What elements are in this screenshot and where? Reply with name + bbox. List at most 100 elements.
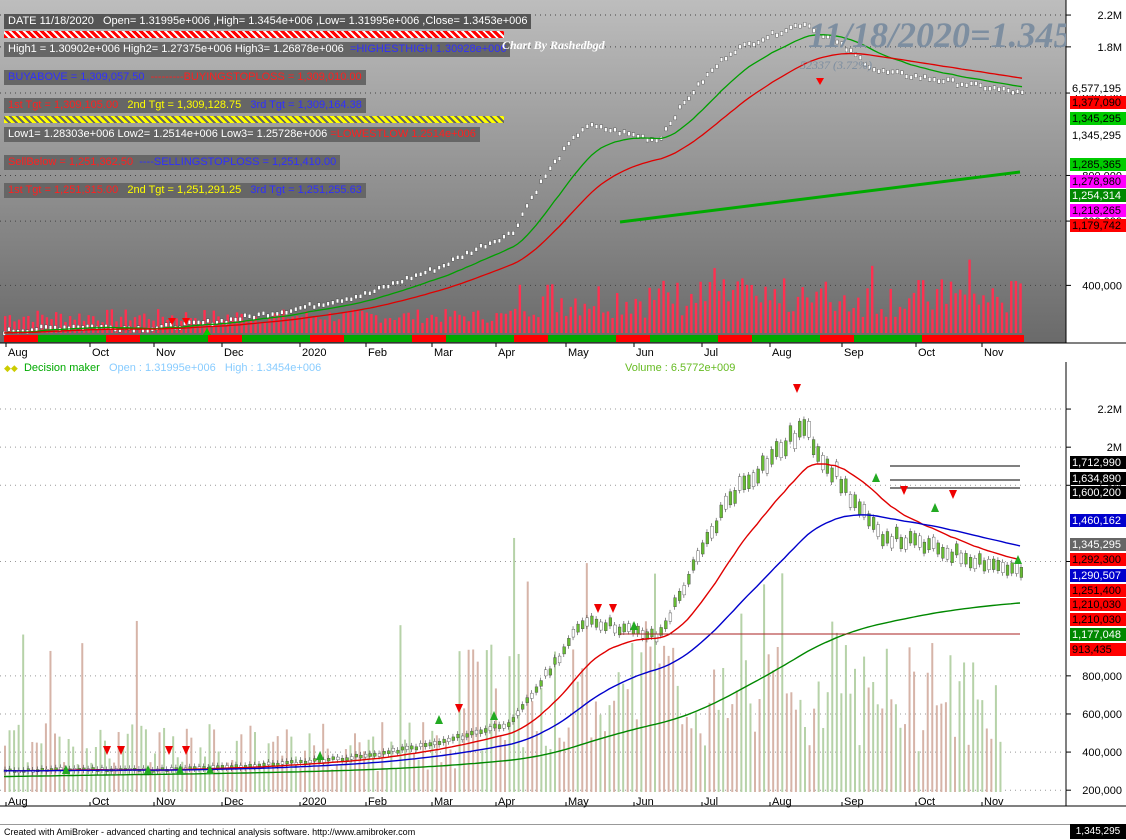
top-price-bar	[673, 115, 677, 121]
bottom-buy-arrow	[490, 711, 498, 720]
top-signal-band	[582, 335, 616, 342]
top-volume-bar	[629, 313, 633, 333]
bottom-volume-bar	[549, 748, 552, 792]
bottom-volume-bar	[349, 745, 352, 792]
bottom-price-badge	[1070, 486, 1126, 499]
bottom-candle	[308, 760, 312, 764]
bottom-volume-bar	[890, 699, 893, 792]
buy-above-box: BUYABOVE = 1,309,057.50 ---------BUYINGS…	[4, 70, 366, 85]
highest-high-text: =HIGHESTHIGH 1.30928e+006	[349, 43, 507, 55]
bottom-candle	[544, 669, 548, 677]
bottom-volume-bar	[485, 650, 488, 792]
top-volume-bar	[272, 313, 276, 333]
top-price-bar	[419, 272, 423, 277]
top-price-pane[interactable]: 2.2M1.8M1,345,295800,000600,000400,0006,…	[0, 0, 1126, 360]
top-volume-bar	[416, 309, 420, 333]
bottom-price-badge-label: 1,177,048	[1072, 629, 1121, 641]
bottom-volume-bar	[704, 745, 706, 792]
bottom-candle	[969, 557, 973, 569]
bottom-candle	[996, 560, 1000, 571]
top-price-bar	[1016, 89, 1020, 94]
top-x-tick-label: Nov	[156, 347, 176, 359]
bottom-candle	[359, 754, 363, 759]
top-price-bar	[946, 77, 950, 82]
top-signal-band	[854, 335, 888, 342]
top-volume-bar	[560, 298, 563, 333]
top-volume-bar	[968, 259, 971, 333]
top-volume-bar	[425, 317, 429, 333]
top-volume-bar	[463, 316, 466, 333]
top-volume-bar	[750, 284, 753, 333]
bottom-buy-arrow	[176, 765, 184, 774]
top-volume-bar	[22, 316, 25, 333]
bottom-volume-bar	[826, 692, 829, 792]
bottom-candle	[798, 420, 802, 438]
bottom-price-badge-label: 1,210,030	[1072, 599, 1121, 611]
top-price-bar	[854, 52, 858, 57]
top-volume-bar	[801, 287, 804, 333]
bottom-candle	[391, 747, 395, 752]
top-volume-bar	[472, 311, 475, 333]
top-price-bar	[539, 179, 543, 184]
top-volume-bar	[829, 302, 832, 333]
top-volume-bar	[796, 296, 800, 333]
bottom-price-badge	[1070, 613, 1126, 626]
bottom-candle	[885, 531, 890, 544]
bottom-volume-bar	[294, 756, 297, 792]
top-volume-bar	[106, 309, 109, 333]
top-price-bar	[437, 265, 441, 270]
top-volume-bar	[347, 310, 350, 333]
bottom-volume-bar	[44, 723, 47, 792]
bottom-indicator-pane[interactable]: 2.2M2M1.8M1.4M800,000600,000400,000200,0…	[0, 362, 1126, 824]
bottom-candle	[668, 612, 673, 622]
bottom-candle	[424, 743, 428, 747]
top-volume-bar	[1000, 302, 1004, 333]
top-volume-bar	[541, 296, 545, 333]
bottom-volume-bar	[576, 681, 579, 792]
top-volume-bar	[787, 311, 790, 333]
bottom-volume-bar	[563, 741, 566, 792]
top-price-bar	[363, 290, 367, 296]
top-volume-bar	[824, 281, 828, 333]
bottom-volume-bar	[535, 731, 538, 792]
top-volume-bar	[857, 297, 860, 333]
bottom-volume-bar	[449, 749, 452, 792]
top-volume-bar	[486, 322, 489, 333]
bottom-volume-bar	[8, 730, 11, 792]
top-price-bar	[447, 262, 450, 267]
bottom-candle	[941, 547, 945, 559]
bottom-volume-bar	[181, 761, 184, 792]
top-price-bar	[738, 44, 742, 50]
bottom-candle	[364, 753, 368, 758]
bottom-x-tick-label: Jul	[704, 796, 718, 808]
bottom-volume-bar	[122, 746, 125, 792]
bottom-volume-bar	[422, 722, 425, 792]
bottom-volume-bar	[554, 651, 556, 792]
bottom-candle	[687, 573, 691, 585]
bottom-buy-arrow	[630, 621, 638, 630]
top-volume-bar	[370, 314, 373, 333]
bottom-buy-arrow	[1014, 555, 1022, 564]
bottom-candle	[1010, 562, 1014, 574]
bottom-y-tick-label: 600,000	[1082, 709, 1122, 721]
top-volume-bar	[731, 289, 735, 333]
top-price-bar	[484, 244, 487, 250]
top-price-bar	[248, 314, 251, 319]
bottom-volume-bar	[594, 701, 597, 792]
top-price-bar	[252, 315, 256, 320]
bottom-volume-bar	[117, 732, 120, 792]
top-volume-bar	[1005, 312, 1008, 333]
top-price-bar	[502, 234, 506, 239]
bottom-volume-bar	[381, 722, 384, 792]
bottom-buy-arrow	[144, 765, 152, 774]
top-volume-bar	[68, 316, 72, 333]
buy-above-value: 1,309,057.50	[80, 71, 145, 83]
top-price-bar	[567, 141, 571, 146]
top-volume-bar	[351, 309, 355, 333]
top-signal-band	[616, 335, 650, 342]
bottom-candle	[437, 741, 442, 745]
bottom-candle	[973, 558, 977, 570]
top-volume-bar	[78, 313, 81, 333]
top-volume-bar	[8, 315, 12, 333]
bottom-volume-bar	[794, 709, 797, 792]
